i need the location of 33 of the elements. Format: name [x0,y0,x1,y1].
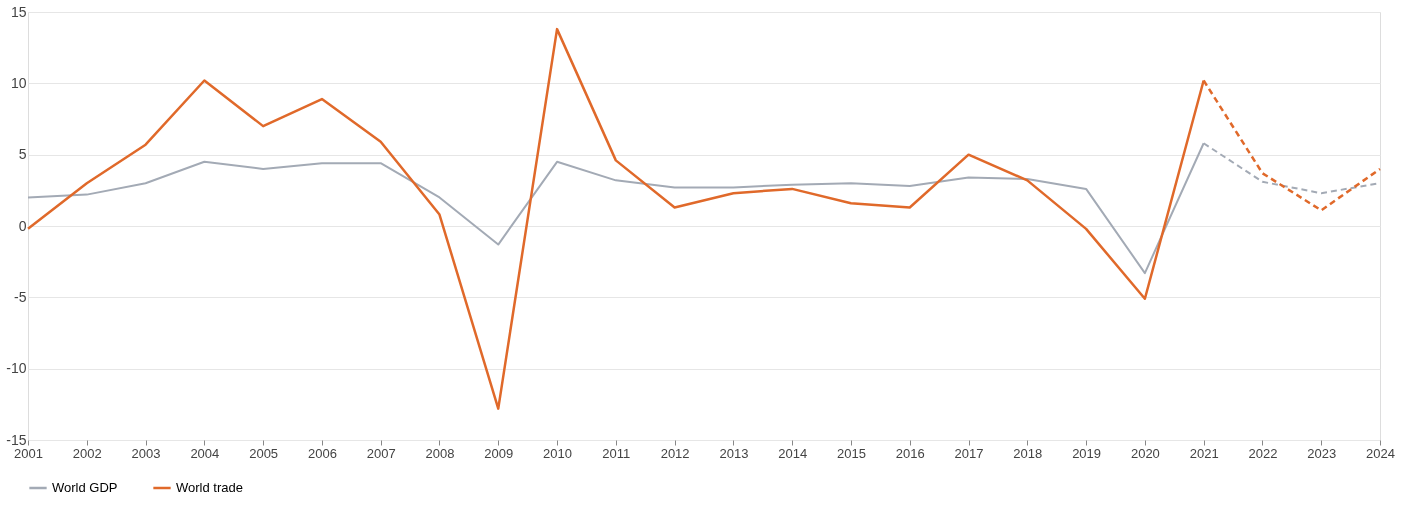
x-tick-label: 2015 [837,445,866,461]
x-tick-label: 2004 [190,445,220,461]
x-tick-label: 2001 [14,445,43,461]
x-tick-label: 2008 [425,445,455,461]
x-tick-label: 2003 [131,445,161,461]
x-tick-label: 2011 [602,445,631,461]
x-tick-label: 2024 [1366,445,1395,461]
legend-label: World GDP [52,480,118,495]
x-tick-label: 2018 [1013,445,1043,461]
y-tick-label: -15 [6,431,27,448]
x-tick-label: 2021 [1189,445,1219,461]
y-tick-label: -5 [14,288,27,305]
y-tick-label: 15 [10,3,27,20]
x-tick-label: 2002 [72,445,102,461]
y-tick-label: -10 [6,360,27,377]
x-tick-label: 2014 [778,445,808,461]
x-tick-label: 2013 [719,445,749,461]
y-tick-label: 10 [10,74,27,91]
x-tick-label: 2012 [660,445,690,461]
x-tick-label: 2022 [1248,445,1278,461]
x-tick-label: 2020 [1130,445,1160,461]
x-tick-label: 2007 [366,445,396,461]
x-tick-label: 2010 [543,445,572,461]
legend-label: World trade [176,480,243,495]
x-tick-label: 2006 [307,445,337,461]
x-tick-label: 2016 [895,445,925,461]
x-tick-label: 2009 [484,445,514,461]
y-tick-label: 0 [18,217,27,234]
y-tick-label: 5 [18,146,27,163]
x-tick-label: 2005 [249,445,279,461]
x-tick-label: 2023 [1307,445,1337,461]
x-tick-label: 2017 [954,445,984,461]
x-tick-label: 2019 [1072,445,1102,461]
